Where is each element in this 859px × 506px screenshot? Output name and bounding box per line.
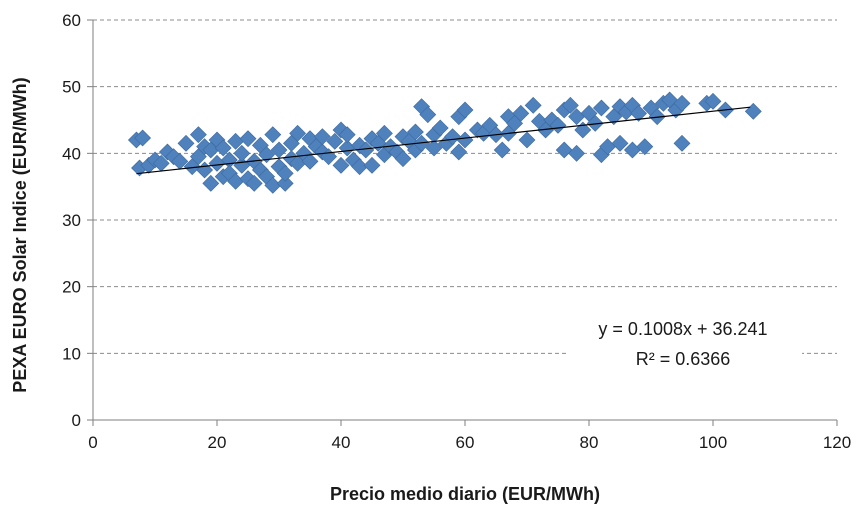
data-point	[512, 104, 530, 122]
data-point	[636, 138, 654, 156]
y-tick-label-0: 0	[72, 411, 81, 430]
data-point	[338, 126, 356, 144]
data-point	[363, 156, 381, 174]
y-tick-label-10: 10	[62, 344, 81, 363]
data-point	[177, 134, 195, 152]
data-point	[456, 101, 474, 119]
y-tick-label-40: 40	[62, 144, 81, 163]
y-tick-label-30: 30	[62, 211, 81, 230]
data-point	[375, 124, 393, 142]
x-tick-label-100: 100	[699, 433, 727, 452]
data-point	[406, 123, 424, 141]
y-tick-label-20: 20	[62, 278, 81, 297]
x-tick-label-0: 0	[88, 433, 97, 452]
data-point	[524, 96, 542, 114]
data-point	[549, 116, 567, 134]
x-tick-label-40: 40	[332, 433, 351, 452]
data-point	[276, 174, 294, 192]
data-point	[450, 143, 468, 161]
x-tick-label-60: 60	[456, 433, 475, 452]
data-point	[611, 134, 629, 152]
y-tick-label-60: 60	[62, 11, 81, 30]
data-point	[555, 141, 573, 159]
data-point	[561, 96, 579, 114]
data-point	[673, 134, 691, 152]
equation-background	[566, 312, 802, 376]
data-point	[704, 92, 722, 110]
data-point	[214, 139, 232, 157]
data-point	[394, 150, 412, 168]
data-point	[568, 144, 586, 162]
data-point	[444, 128, 462, 146]
data-points	[127, 91, 762, 194]
gridlines	[93, 19, 837, 354]
data-point	[202, 174, 220, 192]
data-point	[630, 104, 648, 122]
axes	[87, 19, 838, 426]
data-point	[592, 99, 610, 117]
data-point	[189, 126, 207, 144]
data-point	[425, 139, 443, 157]
y-tick-label-50: 50	[62, 78, 81, 97]
trendline	[136, 106, 751, 175]
x-tick-label-120: 120	[823, 433, 851, 452]
data-point	[332, 156, 350, 174]
data-point	[419, 106, 437, 124]
data-point	[586, 114, 604, 132]
data-point	[258, 146, 276, 164]
data-point	[357, 141, 375, 159]
data-point	[493, 141, 511, 159]
data-point	[313, 128, 331, 146]
x-axis-title: Precio medio diario (EUR/MWh)	[330, 484, 600, 504]
data-point	[518, 131, 536, 149]
data-point	[239, 130, 257, 148]
data-point	[326, 132, 344, 150]
data-point	[301, 152, 319, 170]
data-point	[431, 119, 449, 137]
x-tick-label-20: 20	[208, 433, 227, 452]
data-point	[134, 129, 152, 147]
data-point	[264, 126, 282, 144]
trendline-group	[136, 106, 751, 175]
data-point	[233, 144, 251, 162]
data-point	[276, 164, 294, 182]
data-point	[744, 102, 762, 120]
equation-label: y = 0.1008x + 36.241	[598, 319, 767, 339]
data-point	[289, 124, 307, 142]
data-point	[245, 174, 263, 192]
data-point	[673, 94, 691, 112]
tick-labels: 0 10 20 30 40 50 60 0 20 40 60 80 100 120	[62, 11, 851, 452]
r-squared-label: R² = 0.6366	[636, 349, 731, 369]
y-axis-title: PEXA EURO Solar Indice (EUR/MWh)	[10, 77, 30, 392]
x-tick-label-80: 80	[580, 433, 599, 452]
